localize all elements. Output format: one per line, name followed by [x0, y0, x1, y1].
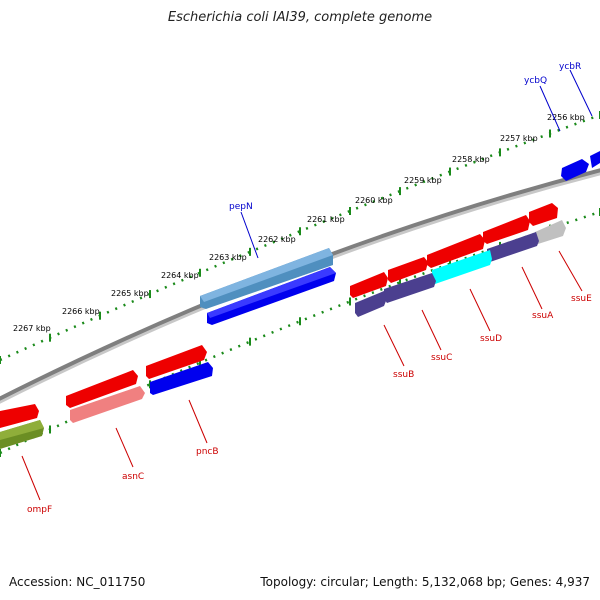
tick-label: 2256 kbp [547, 113, 585, 122]
gene-ssuC-red[interactable] [388, 257, 428, 283]
reverse-strand-genes [0, 203, 566, 428]
gene-ssuC[interactable] [384, 273, 436, 303]
gene-asnC[interactable] [70, 386, 145, 423]
gene-ssuE[interactable] [535, 220, 566, 244]
gene-forward-long-highlight [207, 267, 336, 318]
tick-label: 2265 kbp [111, 289, 149, 298]
accession-label: Accession: NC_011750 [9, 575, 146, 589]
gene-reverse-mid[interactable] [146, 345, 207, 379]
gene-ycbQ[interactable] [561, 159, 589, 181]
gene-label[interactable]: ycbR [559, 62, 581, 72]
tick-label: 2259 kbp [404, 176, 442, 185]
gene-ssuA-red[interactable] [483, 215, 530, 244]
gene-label[interactable]: ssuD [480, 334, 502, 344]
gene-label[interactable]: ssuC [431, 353, 452, 363]
gene-ssuA[interactable] [487, 232, 539, 262]
gene-ssuD[interactable] [432, 250, 492, 284]
gene-label[interactable]: asnC [122, 472, 144, 482]
forward-strand-genes [0, 151, 600, 449]
tick-label: 2266 kbp [62, 307, 100, 316]
tick-label: 2257 kbp [500, 134, 538, 143]
gene-label[interactable]: ompF [27, 505, 52, 515]
major-ticks-upper [0, 111, 600, 364]
kbp-labels: 2256 kbp 2257 kbp 2258 kbp 2259 kbp 2260… [13, 113, 585, 333]
tick-label: 2262 kbp [258, 235, 296, 244]
tick-label: 2261 kbp [307, 215, 345, 224]
gene-ssuB[interactable] [355, 291, 386, 317]
gene-label[interactable]: ssuB [393, 370, 414, 380]
tick-label: 2263 kbp [209, 253, 247, 262]
gene-label[interactable]: pncB [196, 447, 219, 457]
tick-label: 2264 kbp [161, 271, 199, 280]
gene-label[interactable]: pepN [229, 202, 253, 212]
tick-label: 2260 kbp [355, 196, 393, 205]
gene-asnC-red[interactable] [66, 370, 138, 408]
gene-pncB[interactable] [150, 362, 213, 395]
gene-ssuE-red[interactable] [529, 203, 558, 226]
gene-label[interactable]: ssuA [532, 311, 554, 321]
gene-label[interactable]: ssuE [571, 294, 592, 304]
gene-label[interactable]: ycbQ [524, 76, 547, 86]
gene-ssuD-red[interactable] [427, 234, 485, 268]
label-leaders [21, 69, 593, 501]
tick-label: 2258 kbp [452, 155, 490, 164]
gene-ycbR[interactable] [590, 151, 600, 168]
gene-ompF[interactable] [0, 404, 39, 428]
gene-olive-highlight [0, 420, 44, 440]
gene-labels: ycbR ycbQ pepN ssuE ssuA ssuD ssuC ssuB … [27, 62, 592, 515]
tick-label: 2267 kbp [13, 324, 51, 333]
genome-stats: Topology: circular; Length: 5,132,068 bp… [260, 575, 590, 589]
gene-ssuB-red[interactable] [350, 272, 388, 298]
map-title: Escherichia coli IAI39, complete genome [167, 10, 433, 25]
gene-pepN-highlight [200, 248, 333, 302]
